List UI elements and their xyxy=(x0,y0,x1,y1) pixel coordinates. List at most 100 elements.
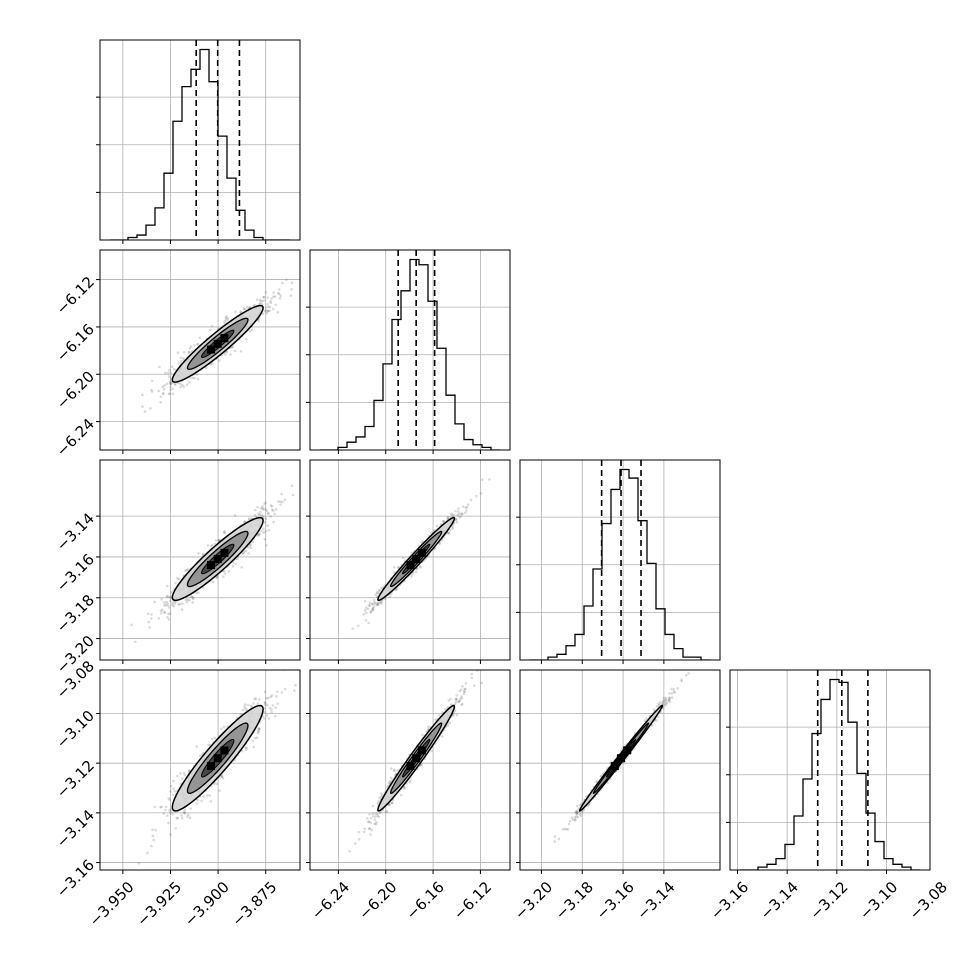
scatter-point xyxy=(209,328,212,332)
scatter-point xyxy=(244,707,247,710)
scatter-point xyxy=(264,529,268,533)
scatter-point xyxy=(223,572,227,575)
density-peak xyxy=(412,754,421,763)
density-peak xyxy=(412,554,421,563)
scatter-point xyxy=(458,699,462,703)
scatter-point xyxy=(182,810,186,814)
scatter-point xyxy=(257,512,260,515)
density-peak xyxy=(220,548,229,557)
scatter-point xyxy=(466,503,470,506)
scatter-point xyxy=(187,350,191,354)
scatter-point xyxy=(459,697,462,701)
scatter-point xyxy=(169,812,172,815)
scatter-point xyxy=(268,309,271,313)
scatter-point xyxy=(243,705,246,709)
scatter-point xyxy=(220,775,224,778)
scatter-point xyxy=(189,345,193,348)
scatter-point xyxy=(276,291,280,295)
scatter-point xyxy=(461,505,465,508)
scatter-point xyxy=(174,581,177,585)
scatter-point xyxy=(244,748,248,752)
scatter-point xyxy=(260,513,264,517)
scatter-point xyxy=(294,683,297,687)
scatter-point xyxy=(561,828,565,831)
scatter-point xyxy=(182,350,186,354)
scatter-point xyxy=(163,611,167,614)
scatter-point xyxy=(224,316,228,320)
scatter-point xyxy=(289,294,293,297)
scatter-point xyxy=(218,789,221,792)
scatter-point xyxy=(170,603,174,607)
scatter-point xyxy=(363,609,367,612)
scatter-point xyxy=(273,512,276,516)
scatter-point xyxy=(179,772,182,775)
scatter-point xyxy=(159,395,163,399)
scatter-point xyxy=(210,545,213,548)
scatter-point xyxy=(253,697,256,701)
scatter-point xyxy=(580,810,584,814)
scatter-point xyxy=(451,513,455,516)
scatter-point xyxy=(388,779,392,783)
scatter-point xyxy=(457,507,460,510)
scatter-point xyxy=(171,793,175,797)
scatter-point xyxy=(257,533,261,536)
scatter-point xyxy=(460,512,464,515)
scatter-point xyxy=(293,689,296,692)
scatter-point xyxy=(461,512,464,516)
scatter-point xyxy=(375,812,379,816)
scatter-point xyxy=(392,566,396,569)
scatter-point xyxy=(449,697,452,701)
scatter-point xyxy=(243,520,247,523)
scatter-point xyxy=(277,288,281,291)
scatter-point xyxy=(367,621,370,625)
scatter-point xyxy=(188,598,191,602)
scatter-point xyxy=(245,305,249,309)
panel-frame xyxy=(309,669,511,871)
scatter-point xyxy=(290,484,294,488)
scatter-point xyxy=(227,569,231,573)
scatter-point xyxy=(272,295,275,298)
scatter-point xyxy=(191,601,195,604)
scatter-point xyxy=(463,687,467,691)
scatter-point xyxy=(263,717,266,720)
scatter-point xyxy=(266,511,270,515)
scatter-point xyxy=(454,700,458,704)
scatter-point xyxy=(451,713,455,717)
scatter-point xyxy=(438,542,442,545)
scatter-point xyxy=(463,690,466,694)
scatter-point xyxy=(167,821,170,825)
scatter-point xyxy=(263,520,267,524)
scatter-point xyxy=(158,365,161,369)
scatter-point xyxy=(167,612,170,616)
scatter-point xyxy=(188,768,191,772)
scatter-point xyxy=(262,531,266,534)
scatter-point xyxy=(397,566,401,569)
scatter-point xyxy=(454,698,457,701)
scatter-point xyxy=(254,508,257,512)
scatter-point xyxy=(162,812,166,815)
scatter-point xyxy=(168,612,172,615)
scatter-point xyxy=(380,586,383,590)
scatter-point xyxy=(169,790,172,793)
scatter-point xyxy=(435,524,439,528)
scatter-point xyxy=(668,697,671,701)
scatter-point xyxy=(248,543,252,547)
scatter-point xyxy=(168,808,171,812)
scatter-point xyxy=(207,743,210,747)
scatter-point xyxy=(211,362,214,365)
scatter-point xyxy=(234,310,237,314)
scatter-point xyxy=(576,815,580,819)
scatter-point xyxy=(276,310,280,314)
scatter-point xyxy=(264,309,268,312)
scatter-point xyxy=(263,690,267,694)
scatter-point xyxy=(171,392,175,396)
scatter-point xyxy=(247,552,250,555)
scatter-point xyxy=(280,691,284,694)
scatter-point xyxy=(183,811,187,815)
scatter-point xyxy=(169,382,173,386)
panel-frame xyxy=(309,459,511,661)
panel-frame xyxy=(309,249,511,451)
scatter-point xyxy=(488,478,491,481)
scatter-point xyxy=(167,797,170,800)
scatter-point xyxy=(266,309,270,313)
